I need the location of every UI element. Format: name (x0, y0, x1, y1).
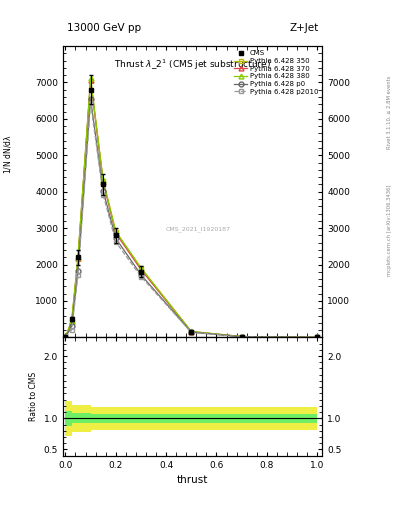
X-axis label: thrust: thrust (177, 475, 208, 485)
Y-axis label: Ratio to CMS: Ratio to CMS (29, 372, 38, 421)
Text: $\mathregular{1/N\ dN/d\lambda}$: $\mathregular{1/N\ dN/d\lambda}$ (2, 134, 13, 174)
Text: Rivet 3.1.10, ≥ 2.8M events: Rivet 3.1.10, ≥ 2.8M events (387, 76, 392, 150)
Text: 13000 GeV pp: 13000 GeV pp (67, 23, 141, 33)
Text: Thrust $\lambda\_2^1$ (CMS jet substructure): Thrust $\lambda\_2^1$ (CMS jet substruct… (114, 58, 271, 72)
Text: Z+Jet: Z+Jet (289, 23, 318, 33)
Legend: CMS, Pythia 6.428 350, Pythia 6.428 370, Pythia 6.428 380, Pythia 6.428 p0, Pyth: CMS, Pythia 6.428 350, Pythia 6.428 370,… (231, 48, 321, 98)
Text: CMS_2021_I1920187: CMS_2021_I1920187 (165, 227, 230, 232)
Text: mcplots.cern.ch [arXiv:1306.3436]: mcplots.cern.ch [arXiv:1306.3436] (387, 185, 392, 276)
